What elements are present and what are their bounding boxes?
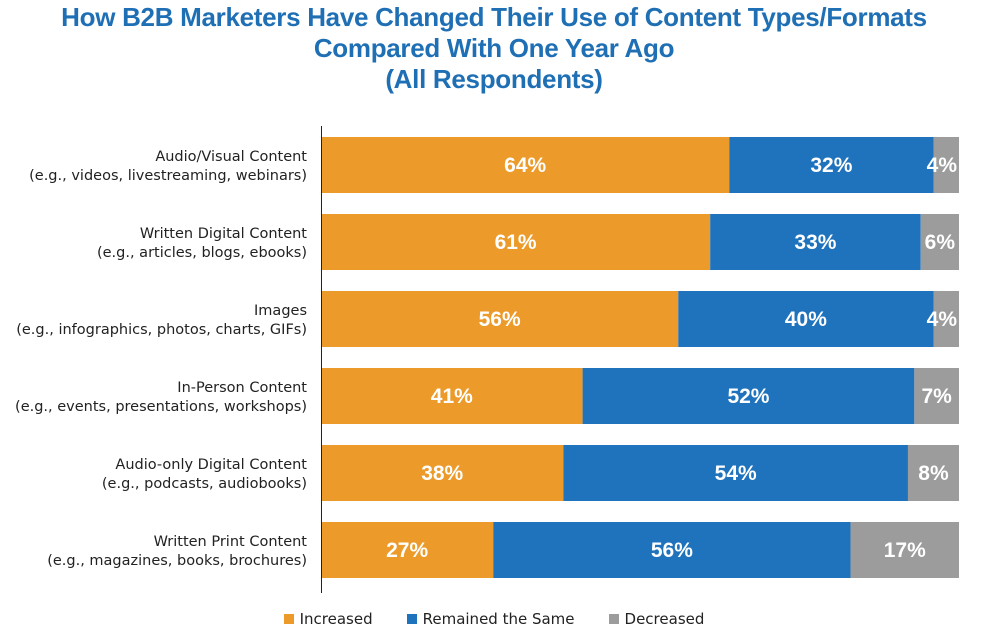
category-label: Audio/Visual Content [155,149,307,165]
legend-label: Remained the Same [422,610,575,628]
legend-label: Increased [299,610,373,628]
bar-segment [563,445,908,501]
bar-segment [920,214,959,270]
data-label: 33% [794,231,836,254]
data-label: 64% [504,154,546,177]
data-label: 56% [651,539,693,562]
data-label: 7% [921,385,952,408]
category-label: Images [254,303,307,319]
chart-title: How B2B Marketers Have Changed Their Use… [0,2,988,95]
data-label: 61% [495,231,537,254]
bar-segment [582,368,915,424]
category-sublabel: (e.g., videos, livestreaming, webinars) [29,168,307,184]
bar-segment [493,522,851,578]
data-label: 27% [386,539,428,562]
data-label: 8% [918,462,949,485]
bar-segment [321,368,583,424]
data-label: 52% [727,385,769,408]
category-label: In-Person Content [177,380,307,396]
category-label: Audio-only Digital Content [115,457,307,473]
legend-label: Decreased [624,610,705,628]
category-sublabel: (e.g., events, presentations, workshops) [15,399,307,415]
category-sublabel: (e.g., magazines, books, brochures) [47,553,307,569]
bar-segment [678,291,934,347]
chart-legend: Increased Remained the Same Decreased [0,610,988,628]
data-label: 54% [715,462,757,485]
category-sublabel: (e.g., infographics, photos, charts, GIF… [16,322,307,338]
category-label: Written Print Content [154,534,308,550]
legend-item: Decreased [608,610,705,628]
data-label: 32% [810,154,852,177]
chart-title-line-3: (All Respondents) [385,64,603,94]
legend-swatch [608,614,619,624]
bar-segment [933,291,959,347]
bar-segment [321,137,730,193]
data-label: 6% [925,231,956,254]
legend-swatch [283,614,294,624]
bar-segment [321,522,494,578]
chart-title-line-2: Compared With One Year Ago [313,33,675,63]
data-label: 56% [479,308,521,331]
data-label: 4% [927,308,958,331]
data-label: 38% [421,462,463,485]
data-label: 41% [431,385,473,408]
data-label: 4% [927,154,958,177]
bar-segment [907,445,959,501]
bar-segment [729,137,934,193]
bar-segment [914,368,959,424]
category-sublabel: (e.g., articles, blogs, ebooks) [97,245,307,261]
bar-segment [321,291,679,347]
chart-title-line-1: How B2B Marketers Have Changed Their Use… [61,2,927,32]
category-label: Written Digital Content [140,226,307,242]
bar-segment [710,214,921,270]
bar-segment [321,214,711,270]
legend-item: Remained the Same [406,610,575,628]
legend-item: Increased [283,610,373,628]
data-label: 17% [884,539,926,562]
bar-segment [321,445,564,501]
data-label: 40% [785,308,827,331]
legend-swatch [406,614,417,624]
bar-segment [933,137,959,193]
category-sublabel: (e.g., podcasts, audiobooks) [102,476,307,492]
bar-segment [850,522,959,578]
